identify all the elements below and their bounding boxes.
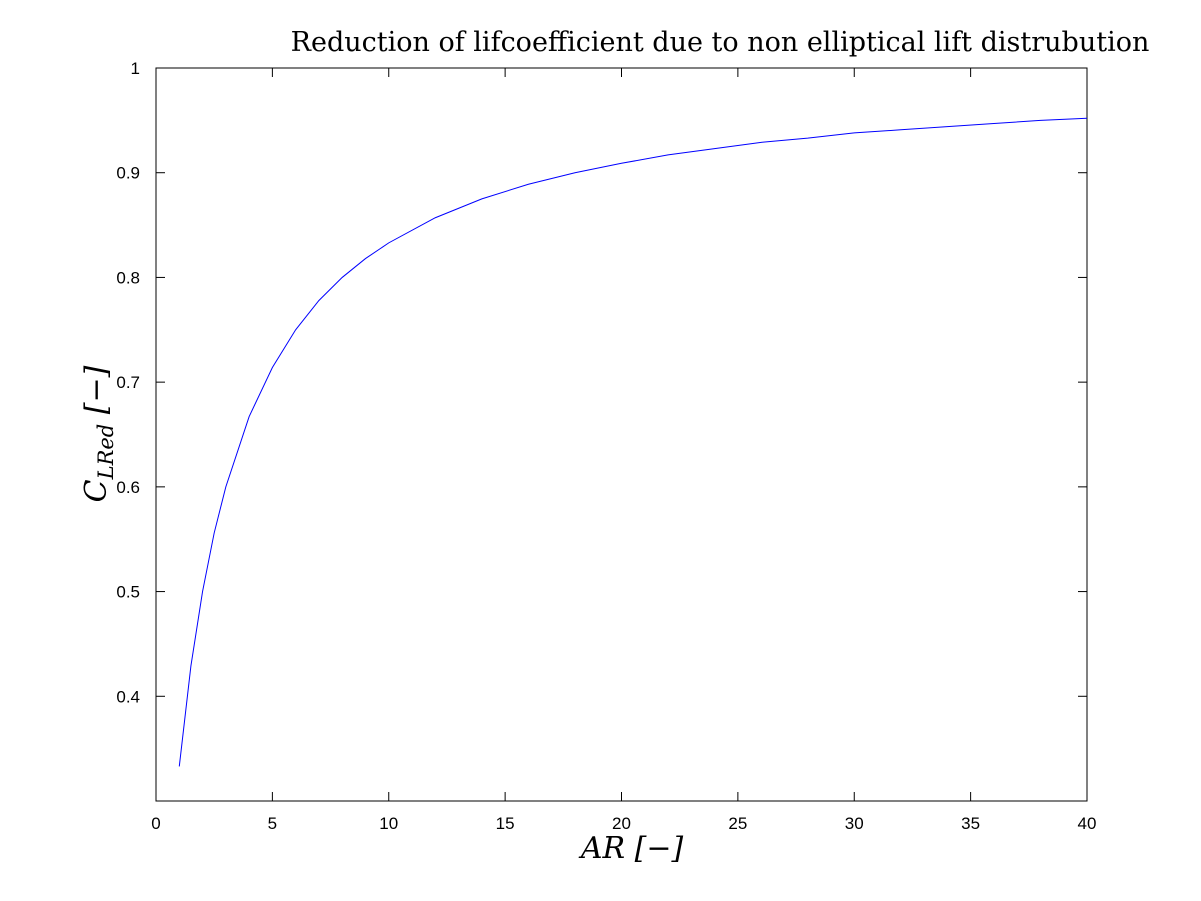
x-tick-label: 0 [151,814,160,833]
y-tick-label: 0.9 [116,164,140,183]
x-tick-label: 10 [379,814,398,833]
chart-title: Reduction of lifcoefficient due to non e… [291,27,1150,58]
y-tick-label: 1 [131,59,140,78]
y-tick-label: 0.6 [116,478,140,497]
y-axis-ticks: 0.4 0.5 0.6 0.7 0.8 0.9 1 [116,59,1087,706]
series-line [178,117,1088,767]
x-tick-label: 35 [961,814,980,833]
y-tick-label: 0.5 [116,583,140,602]
x-axis-label: AR [−] [578,831,684,866]
y-tick-label: 0.4 [116,687,140,706]
x-axis-ticks: 0 5 10 15 20 25 30 35 40 [151,68,1096,833]
x-tick-label: 30 [845,814,864,833]
y-tick-label: 0.8 [116,268,140,287]
y-tick-label: 0.7 [116,373,140,392]
plot-area [155,67,1088,802]
x-tick-label: 20 [612,814,631,833]
x-tick-label: 15 [496,814,515,833]
x-tick-label: 25 [728,814,747,833]
x-tick-label: 40 [1078,814,1097,833]
x-tick-label: 5 [268,814,277,833]
